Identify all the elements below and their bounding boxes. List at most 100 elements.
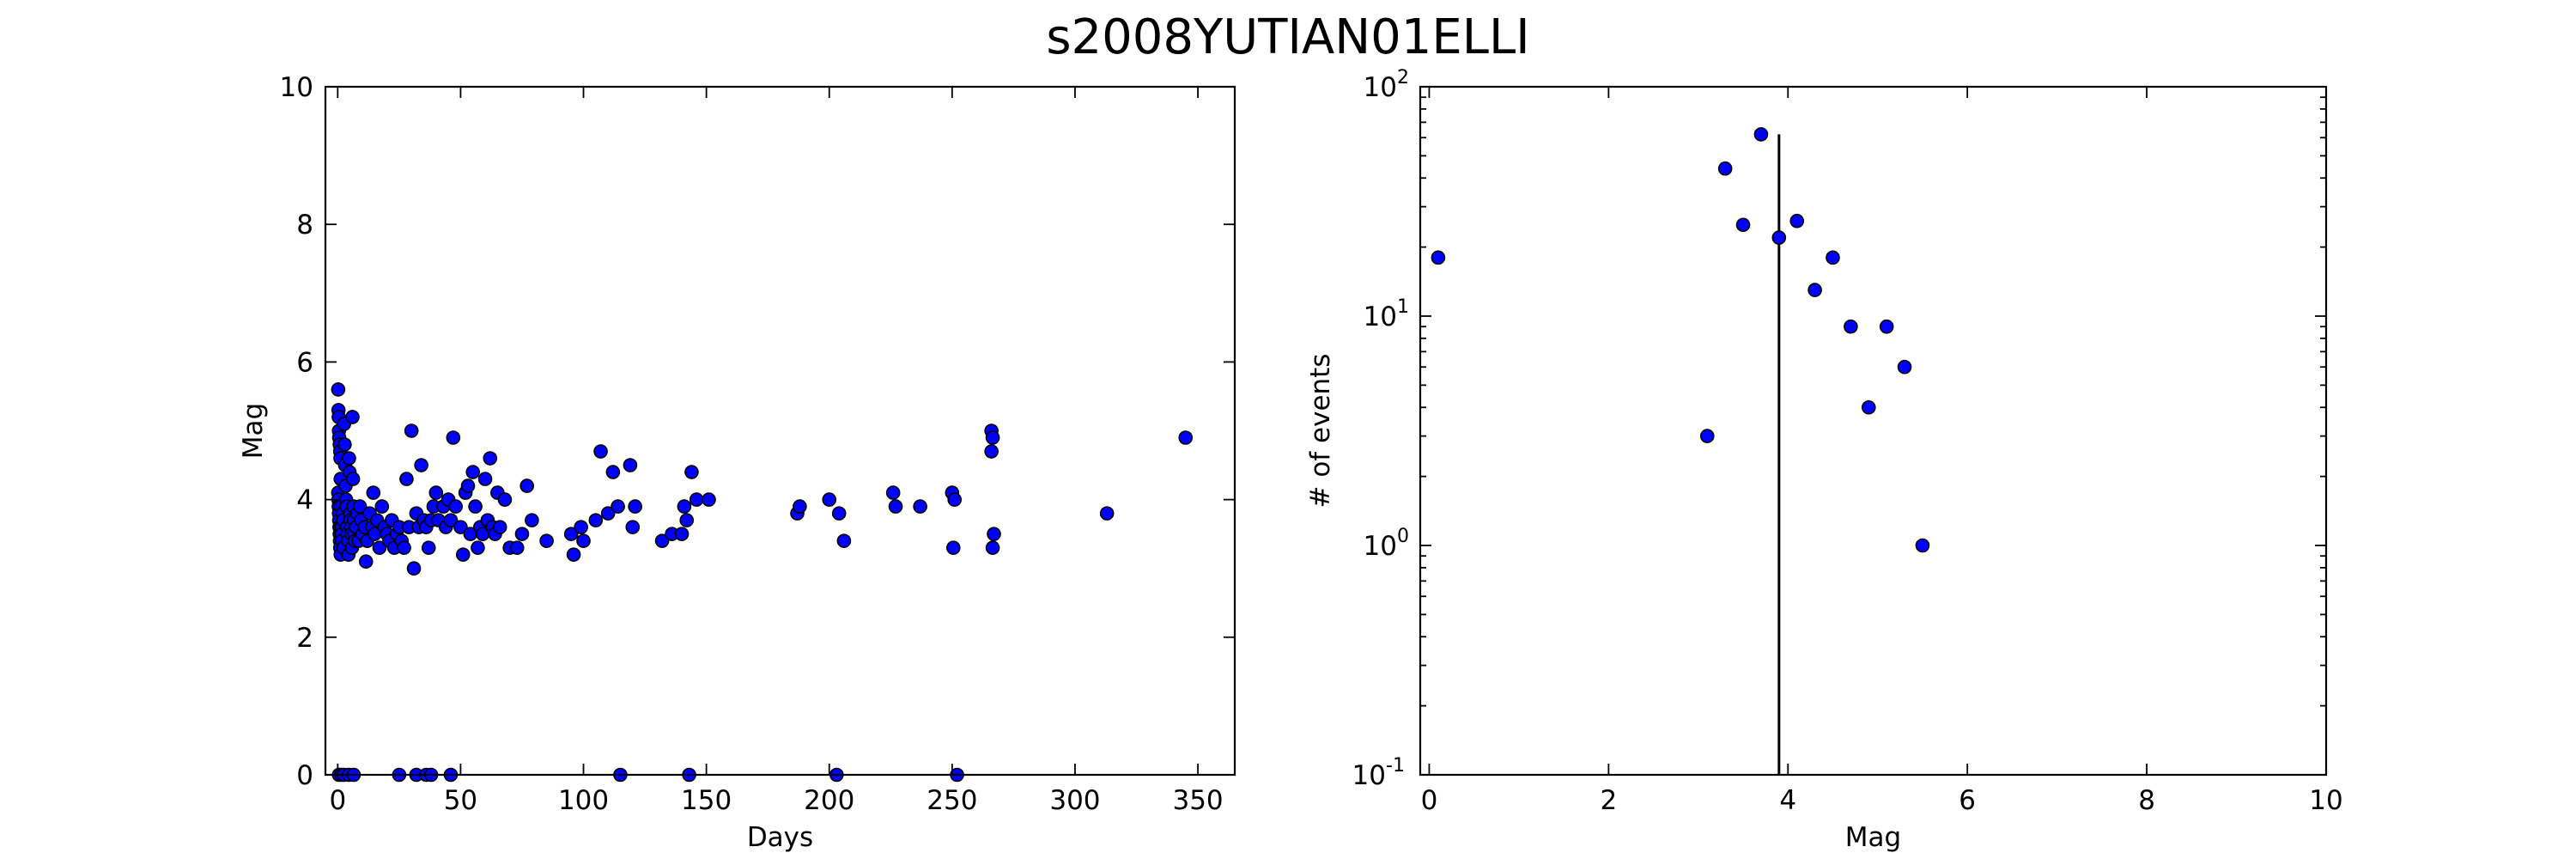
data-point: [1861, 399, 1876, 415]
data-point: [443, 513, 459, 527]
data-point: [468, 499, 483, 514]
x-tick-label: 300: [1049, 785, 1100, 816]
x-tick-label: 4: [1779, 785, 1796, 816]
y-tick-label: 0: [296, 760, 313, 791]
data-point: [492, 520, 507, 534]
figure-title: s2008YUTIAN01ELLI: [1046, 9, 1529, 65]
x-axis-label: Mag: [1845, 822, 1901, 853]
data-point: [345, 410, 360, 424]
data-point: [684, 465, 699, 479]
data-point: [623, 458, 638, 472]
x-tick-label: 8: [2138, 785, 2155, 816]
data-point: [576, 533, 591, 548]
data-point: [404, 423, 419, 438]
x-tick-label: 250: [927, 785, 977, 816]
data-point: [406, 561, 422, 576]
data-point: [1699, 429, 1715, 443]
data-point: [1771, 230, 1787, 245]
data-point: [1897, 359, 1912, 375]
data-point: [397, 540, 411, 555]
data-point: [465, 465, 481, 479]
data-point: [702, 492, 716, 507]
x-tick-label: 6: [1959, 785, 1976, 816]
data-point: [358, 554, 374, 569]
y-tick-label-exponent: -1: [1386, 755, 1405, 777]
data-point: [519, 478, 534, 493]
data-point: [453, 520, 468, 534]
x-tick-label: 100: [558, 785, 609, 816]
y-tick-label: 2: [296, 623, 313, 654]
data-point: [345, 472, 361, 486]
data-point: [1879, 319, 1894, 334]
y-tick-label-exponent: 2: [1397, 67, 1409, 88]
data-point: [793, 499, 807, 514]
data-point: [342, 451, 356, 466]
x-tick-label: 50: [444, 785, 477, 816]
data-point: [352, 499, 368, 514]
x-tick-label: 350: [1172, 785, 1223, 816]
data-point: [913, 499, 927, 514]
data-point: [509, 540, 525, 555]
data-point: [366, 485, 381, 500]
data-point: [525, 513, 539, 527]
y-tick-label: 4: [296, 485, 313, 516]
y-tick-label-base: 10: [1364, 302, 1397, 332]
data-point: [679, 513, 695, 527]
data-point: [483, 451, 498, 466]
data-point: [414, 458, 428, 472]
data-point: [1789, 213, 1805, 228]
data-point: [888, 499, 903, 514]
x-tick-label: 2: [1600, 785, 1617, 816]
y-tick-label-exponent: 0: [1397, 526, 1409, 547]
plot-frame: [324, 85, 1236, 777]
data-point: [822, 492, 837, 507]
data-point: [1915, 538, 1930, 553]
data-point: [984, 444, 999, 459]
x-axis-label: Days: [747, 822, 813, 853]
data-point: [448, 499, 463, 514]
data-point: [514, 527, 530, 541]
y-axis-label: # of events: [1305, 353, 1336, 508]
data-point: [987, 527, 1001, 541]
data-point: [677, 499, 692, 514]
data-point: [625, 520, 641, 534]
plot-frame: [1419, 85, 2328, 777]
data-point: [593, 444, 608, 459]
data-point: [985, 430, 1000, 445]
data-point: [654, 533, 670, 548]
data-point: [674, 527, 690, 541]
data-point: [1807, 283, 1822, 297]
data-point: [471, 540, 485, 555]
x-tick-label: 10: [2309, 785, 2342, 816]
data-point: [1099, 506, 1115, 521]
data-point: [566, 547, 581, 562]
data-point: [539, 533, 554, 548]
data-point: [605, 465, 621, 479]
y-tick-label-base: 10: [1364, 531, 1397, 562]
data-point: [399, 472, 414, 486]
y-axis-label: Mag: [238, 403, 269, 459]
data-point: [574, 520, 588, 534]
x-tick-label: 200: [804, 785, 854, 816]
data-point: [588, 513, 604, 527]
data-point: [372, 540, 387, 555]
y-tick-label-exponent: 1: [1397, 296, 1409, 318]
data-point: [446, 430, 461, 445]
data-point: [1431, 250, 1446, 265]
data-point: [985, 540, 1000, 555]
data-point: [477, 472, 493, 486]
data-point: [1178, 430, 1194, 445]
data-point: [337, 437, 352, 452]
y-tick-label: 6: [296, 347, 313, 378]
data-point: [885, 485, 901, 500]
y-tick-label: 8: [296, 210, 313, 241]
data-point: [1826, 250, 1840, 265]
x-tick-label: 0: [1421, 785, 1438, 816]
data-point: [1753, 127, 1769, 142]
data-point: [831, 506, 847, 521]
data-point: [947, 492, 963, 507]
data-point: [600, 506, 616, 521]
data-point: [460, 478, 476, 493]
y-tick-label-base: 10: [1352, 760, 1386, 791]
